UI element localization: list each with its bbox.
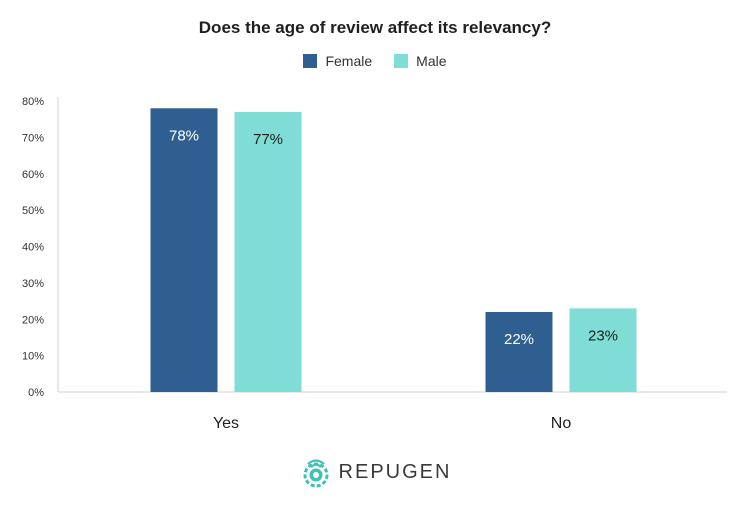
data-label: 78% — [169, 127, 199, 144]
y-tick-label: 50% — [22, 205, 44, 217]
bar-male-yes — [234, 111, 302, 392]
x-tick-label: No — [551, 415, 572, 432]
y-tick-label: 40% — [22, 242, 44, 254]
bar-female-no — [485, 311, 553, 392]
y-tick-label: 30% — [22, 278, 44, 290]
brand-logo: REPUGEN — [0, 455, 750, 489]
repugen-logo-icon — [303, 459, 329, 488]
y-tick-label: 20% — [22, 314, 44, 326]
legend-label-female: Female — [325, 53, 373, 69]
legend-label-male: Male — [416, 53, 447, 69]
legend-item-female: Female — [303, 53, 372, 69]
x-tick-label: Yes — [213, 415, 239, 432]
data-label: 77% — [253, 131, 283, 148]
legend-swatch-female — [303, 54, 318, 68]
y-tick-label: 80% — [22, 96, 44, 108]
y-tick-label: 70% — [22, 132, 44, 144]
chart-legend: Female Male — [0, 53, 750, 69]
data-label: 22% — [504, 331, 534, 348]
chart-title: Does the age of review affect its releva… — [198, 18, 552, 37]
legend-swatch-male — [394, 54, 409, 68]
y-tick-label: 0% — [28, 387, 44, 399]
bar-male-no — [569, 308, 637, 392]
brand-name: REPUGEN — [338, 460, 452, 483]
y-tick-label: 60% — [22, 169, 44, 181]
y-tick-label: 10% — [22, 351, 44, 363]
legend-item-male: Male — [394, 53, 447, 69]
bar-female-yes — [150, 108, 218, 393]
data-label: 23% — [588, 327, 618, 344]
